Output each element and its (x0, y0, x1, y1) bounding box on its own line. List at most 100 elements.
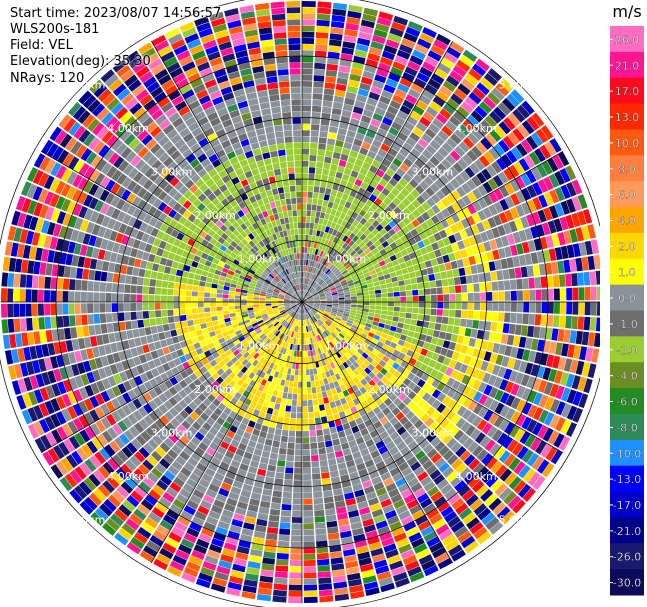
ppi-gate (242, 268, 249, 275)
ppi-gate (277, 302, 284, 304)
ppi-gate (581, 362, 591, 377)
ppi-gate (238, 336, 246, 342)
ppi-gate (253, 306, 260, 310)
ppi-gate (278, 534, 290, 542)
ppi-gate (44, 290, 51, 302)
ppi-gate (45, 385, 56, 399)
ppi-gate (230, 283, 237, 288)
ppi-gate (462, 137, 475, 149)
ppi-gate (304, 313, 307, 320)
ppi-gate (344, 381, 351, 390)
ppi-gate (420, 348, 428, 357)
ppi-gate (235, 308, 242, 313)
ppi-gate (216, 466, 227, 476)
ppi-gate (430, 369, 439, 378)
ppi-gate (501, 356, 510, 368)
ppi-gate (274, 577, 288, 585)
ppi-gate (292, 356, 297, 363)
ppi-gate (31, 289, 38, 302)
ppi-gate (166, 486, 179, 498)
ppi-gate (284, 297, 291, 300)
ppi-gate (302, 179, 308, 186)
ppi-gate (177, 263, 185, 271)
ppi-gate (137, 395, 148, 406)
ppi-gate (161, 288, 168, 295)
ppi-gate (298, 375, 302, 382)
ppi-gate (181, 321, 188, 328)
ppi-gate (111, 398, 121, 410)
ppi-gate (311, 260, 315, 267)
ppi-gate (124, 349, 133, 359)
ppi-gate (372, 375, 380, 384)
ppi-gate (57, 149, 69, 164)
ppi-gate (336, 273, 343, 279)
ppi-gate (371, 211, 380, 220)
ppi-gate (308, 302, 314, 304)
ppi-gate (325, 268, 331, 275)
ppi-gate (204, 260, 212, 267)
ppi-gate (444, 511, 458, 523)
ppi-gate (104, 444, 116, 457)
ppi-gate (150, 422, 161, 434)
ppi-gate (332, 229, 338, 236)
ppi-gate (440, 219, 450, 229)
ppi-gate (589, 271, 597, 286)
ppi-gate (491, 281, 499, 291)
ppi-gate (344, 324, 351, 330)
ppi-gate (266, 307, 272, 310)
ppi-gate (357, 348, 364, 355)
ppi-gate (209, 441, 219, 451)
ppi-gate (253, 297, 260, 300)
ppi-gate (492, 174, 504, 187)
ppi-gate (281, 320, 287, 326)
ppi-gate (461, 374, 471, 385)
ppi-gate (259, 306, 266, 309)
ppi-gate (530, 226, 539, 239)
ppi-gate (370, 85, 383, 95)
ppi-gate (133, 508, 147, 521)
ppi-gate (422, 149, 433, 160)
ppi-gate (510, 312, 517, 324)
ppi-gate (418, 94, 432, 106)
ppi-gate (164, 243, 173, 252)
ppi-gate (309, 279, 313, 286)
ppi-gate (280, 435, 288, 443)
ppi-gate (69, 315, 76, 327)
ppi-gate (344, 291, 351, 295)
ppi-gate (460, 101, 474, 114)
ppi-gate (399, 312, 406, 318)
ppi-gate (552, 315, 560, 328)
ppi-gate (450, 369, 459, 379)
ppi-gate (316, 277, 321, 283)
ppi-gate (265, 338, 271, 345)
ppi-gate (268, 314, 275, 319)
ppi-gate (320, 385, 326, 392)
ppi-gate (330, 311, 337, 315)
ppi-gate (303, 486, 312, 493)
ppi-gate (388, 367, 397, 375)
ppi-gate (63, 266, 71, 278)
ppi-gate (553, 288, 560, 301)
ppi-gate (396, 441, 407, 451)
ppi-gate (282, 348, 287, 355)
ppi-gate (474, 432, 486, 444)
ppi-gate (359, 386, 367, 395)
ppi-gate (345, 136, 355, 144)
ppi-gate (302, 314, 304, 321)
ppi-gate (331, 563, 345, 571)
ppi-gate (367, 224, 376, 232)
ppi-gate (472, 87, 486, 100)
ppi-gate (382, 269, 390, 275)
ppi-gate (447, 388, 457, 398)
ppi-gate (460, 535, 476, 549)
ppi-gate (405, 137, 417, 148)
ppi-gate (161, 280, 169, 288)
ppi-gate (262, 315, 269, 320)
ppi-gate (532, 264, 540, 277)
ppi-gate (201, 527, 214, 538)
ppi-gate (90, 336, 98, 347)
ppi-gate (271, 446, 279, 454)
ppi-gate (477, 382, 488, 393)
ppi-gate (266, 533, 278, 541)
ppi-gate (327, 240, 333, 247)
